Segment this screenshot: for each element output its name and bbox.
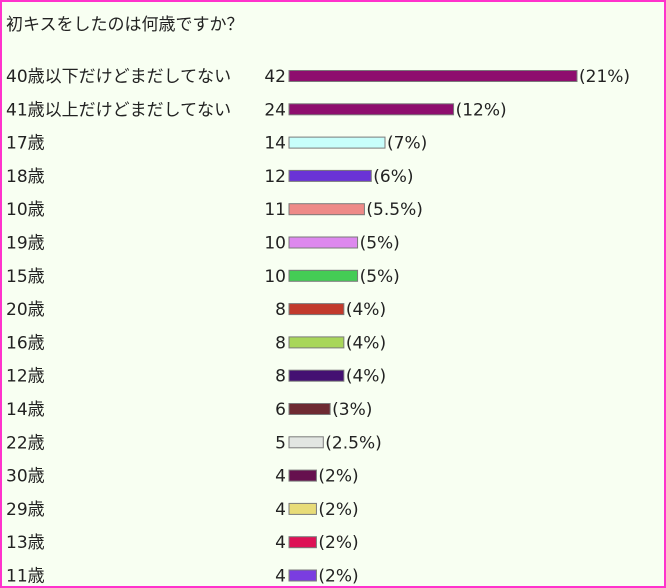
category-label: 22歳	[6, 433, 45, 453]
value-label: 12	[264, 167, 286, 187]
percent-label: (6%)	[373, 167, 413, 187]
value-label: 24	[264, 100, 286, 120]
bar	[288, 70, 578, 82]
percent-label: (5%)	[360, 267, 400, 287]
percent-label: (2%)	[318, 467, 358, 487]
value-label: 4	[275, 567, 286, 587]
percent-label: (12%)	[456, 100, 507, 120]
category-label: 29歳	[6, 500, 45, 520]
value-label: 8	[275, 333, 286, 353]
category-label: 30歳	[6, 467, 45, 487]
category-label: 15歳	[6, 267, 45, 287]
percent-label: (4%)	[346, 367, 386, 387]
percent-label: (4%)	[346, 300, 386, 320]
percent-label: (5.5%)	[366, 200, 422, 220]
category-label: 41歳以上だけどまだしてない	[6, 100, 231, 120]
bar	[288, 403, 331, 415]
value-label: 8	[275, 367, 286, 387]
category-label: 19歳	[6, 234, 45, 254]
percent-label: (2%)	[318, 500, 358, 520]
bar	[288, 136, 386, 149]
category-label: 17歳	[6, 134, 45, 154]
category-label: 16歳	[6, 333, 45, 353]
bar	[288, 436, 324, 449]
bar	[288, 269, 359, 282]
bar	[288, 236, 359, 249]
category-label: 14歳	[6, 400, 45, 420]
percent-label: (2%)	[318, 567, 358, 587]
value-label: 4	[275, 467, 286, 487]
percent-label: (5%)	[360, 234, 400, 254]
category-label: 18歳	[6, 167, 45, 187]
bar	[288, 502, 317, 515]
value-label: 10	[264, 267, 286, 287]
category-label: 20歳	[6, 300, 45, 320]
percent-label: (7%)	[387, 134, 427, 154]
value-label: 42	[264, 67, 286, 87]
value-label: 4	[275, 500, 286, 520]
percent-label: (2%)	[318, 533, 358, 553]
percent-label: (3%)	[332, 400, 372, 420]
category-label: 11歳	[6, 567, 45, 587]
bar	[288, 169, 372, 182]
value-label: 8	[275, 300, 286, 320]
value-label: 4	[275, 533, 286, 553]
category-label: 10歳	[6, 200, 45, 220]
bar	[288, 536, 317, 549]
bar	[288, 303, 345, 316]
percent-label: (2.5%)	[325, 433, 381, 453]
category-label: 40歳以下だけどまだしてない	[6, 67, 231, 87]
bar	[288, 203, 365, 216]
category-label: 12歳	[6, 367, 45, 387]
bar	[288, 103, 455, 116]
bar	[288, 569, 317, 582]
bar	[288, 469, 317, 482]
percent-label: (21%)	[579, 67, 630, 87]
bar	[288, 336, 345, 349]
value-label: 5	[275, 433, 286, 453]
value-label: 6	[275, 400, 286, 420]
percent-label: (4%)	[346, 333, 386, 353]
value-label: 14	[264, 134, 286, 154]
value-label: 11	[264, 200, 286, 220]
value-label: 10	[264, 234, 286, 254]
chart-title: 初キスをしたのは何歳ですか？	[6, 15, 244, 35]
bar	[288, 369, 345, 382]
category-label: 13歳	[6, 533, 45, 553]
